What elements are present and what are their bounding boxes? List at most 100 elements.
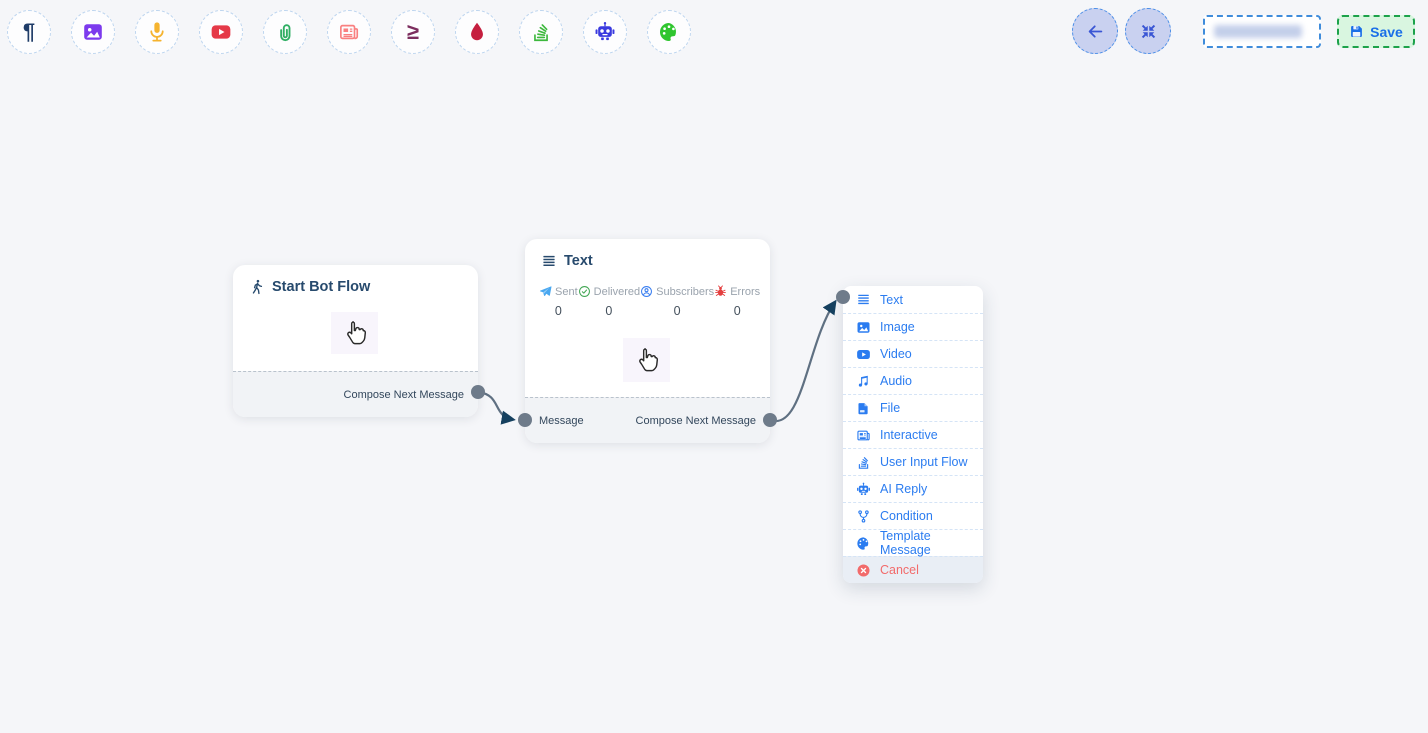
back-arrow-icon [1086, 22, 1105, 41]
save-button[interactable]: Save [1337, 15, 1415, 48]
pilcrow-icon: ¶ [22, 19, 36, 44]
hand-cursor-icon [623, 338, 670, 382]
file-icon [856, 401, 871, 416]
stat-label: Subscribers [656, 285, 715, 298]
compress-view-button[interactable] [1125, 8, 1171, 54]
stat-label: Sent [555, 285, 578, 298]
add-node-context-menu: Text Image Video Audio File Interactive … [843, 286, 983, 583]
menu-item-condition[interactable]: Condition [843, 502, 983, 529]
stat-sent: Sent 0 [539, 285, 578, 318]
node-start-bot-flow[interactable]: Start Bot Flow Compose Next Message [233, 265, 478, 417]
toolbar-video-button[interactable] [199, 10, 243, 54]
menu-item-label: Cancel [880, 563, 919, 577]
bug-icon [714, 285, 727, 298]
video-icon [856, 347, 871, 362]
menu-item-label: Text [880, 292, 903, 307]
stat-label: Delivered [593, 285, 641, 298]
node-stats: Sent 0 Delivered 0 Subscribers 0 [525, 285, 770, 318]
node-header: Text [525, 239, 770, 269]
menu-item-video[interactable]: Video [843, 340, 983, 367]
video-icon [210, 21, 232, 43]
toolbar-interactive-button[interactable] [327, 10, 371, 54]
input-port-label[interactable]: Message [539, 414, 584, 427]
edge-text-to-menu [769, 299, 837, 423]
redacted-flow-name [1214, 25, 1302, 38]
menu-item-label: Image [880, 320, 915, 334]
menu-item-label: AI Reply [880, 482, 928, 496]
toolbar-user-input-flow-button[interactable] [519, 10, 563, 54]
floppy-icon [1349, 24, 1364, 39]
menu-item-label: Template Message [880, 529, 931, 557]
back-button[interactable] [1072, 8, 1118, 54]
menu-item-label: Interactive [880, 428, 938, 442]
stat-errors: Errors 0 [714, 285, 760, 318]
git-branch-icon [856, 509, 871, 524]
image-icon [82, 21, 104, 43]
stat-delivered: Delivered 0 [578, 285, 640, 318]
stat-value: 0 [733, 304, 741, 318]
connector-dot-start-output[interactable] [471, 385, 485, 399]
flow-name-input[interactable] [1203, 15, 1321, 48]
menu-item-text[interactable]: Text [843, 286, 983, 313]
node-header: Start Bot Flow [233, 265, 478, 295]
connector-dot-menu-target[interactable] [836, 290, 850, 304]
text-lines-icon [856, 292, 871, 307]
palette-icon [856, 536, 871, 551]
stat-value: 0 [554, 304, 562, 318]
menu-item-user-input-flow[interactable]: User Input Flow [843, 448, 983, 475]
menu-item-label: Audio [880, 374, 912, 388]
menu-item-label: Video [880, 347, 912, 361]
menu-item-image[interactable]: Image [843, 313, 983, 340]
toolbar-ai-reply-button[interactable] [583, 10, 627, 54]
toolbar-audio-button[interactable] [135, 10, 179, 54]
menu-item-template-message[interactable]: Template Message [843, 529, 983, 557]
menu-item-file[interactable]: File [843, 394, 983, 421]
menu-item-label: Condition [880, 509, 933, 523]
stat-value: 0 [605, 304, 613, 318]
newspaper-icon [338, 21, 360, 43]
paper-plane-icon [539, 285, 552, 298]
microphone-icon [146, 21, 168, 43]
output-port-label[interactable]: Compose Next Message [343, 388, 464, 401]
compress-icon [1139, 22, 1158, 41]
user-circle-icon [640, 285, 653, 298]
droplet-icon [466, 21, 488, 43]
walking-person-icon [249, 279, 265, 295]
text-lines-icon [541, 253, 557, 269]
toolbar-file-button[interactable] [263, 10, 307, 54]
menu-item-label: User Input Flow [880, 455, 968, 469]
connector-dot-text-output[interactable] [763, 413, 777, 427]
cancel-icon [856, 563, 871, 578]
node-type-toolbar: ¶ ≥ [7, 10, 691, 54]
stack-icon [530, 21, 552, 43]
hand-cursor-icon [331, 312, 378, 354]
music-note-icon [856, 374, 871, 389]
connector-dot-text-input[interactable] [518, 413, 532, 427]
paperclip-icon [274, 21, 296, 43]
menu-item-audio[interactable]: Audio [843, 367, 983, 394]
node-text[interactable]: Text Sent 0 Delivered 0 Subscri [525, 239, 770, 443]
check-circle-icon [578, 285, 591, 298]
node-title: Text [564, 253, 593, 269]
menu-item-cancel[interactable]: Cancel [843, 556, 983, 583]
menu-item-ai-reply[interactable]: AI Reply [843, 475, 983, 502]
menu-item-label: File [880, 401, 901, 415]
stat-subscribers: Subscribers 0 [640, 285, 714, 318]
save-button-label: Save [1370, 23, 1403, 40]
stack-icon [856, 455, 871, 470]
newspaper-icon [856, 428, 871, 443]
output-port-label[interactable]: Compose Next Message [635, 414, 756, 427]
robot-icon [594, 21, 616, 43]
toolbar-drip-button[interactable] [455, 10, 499, 54]
menu-item-interactive[interactable]: Interactive [843, 421, 983, 448]
toolbar-template-message-button[interactable] [647, 10, 691, 54]
node-title: Start Bot Flow [272, 279, 371, 295]
stat-label: Errors [730, 285, 761, 298]
palette-icon [658, 21, 680, 43]
toolbar-condition-button[interactable]: ≥ [391, 10, 435, 54]
robot-icon [856, 482, 871, 497]
toolbar-text-button[interactable]: ¶ [7, 10, 51, 54]
node-ports-footer: Compose Next Message [233, 371, 478, 417]
toolbar-image-button[interactable] [71, 10, 115, 54]
